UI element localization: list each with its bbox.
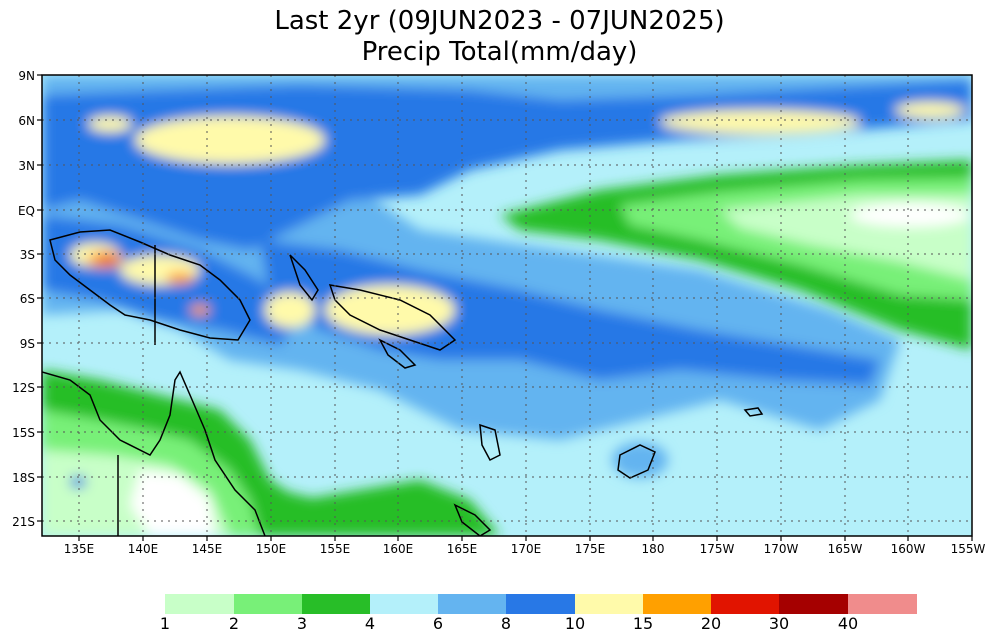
lon-label: 160W <box>891 542 926 556</box>
legend-label: 10 <box>564 614 586 633</box>
legend-swatch <box>506 594 575 614</box>
legend-label: 15 <box>632 614 654 633</box>
legend-label: 1 <box>159 614 171 633</box>
axis-ticks <box>37 74 973 541</box>
lon-label: 160E <box>383 542 414 556</box>
legend-swatch <box>234 594 302 614</box>
legend-swatch <box>643 594 711 614</box>
lon-label: 165W <box>828 542 863 556</box>
lat-label: 6S <box>20 292 35 306</box>
precip-field <box>42 75 972 536</box>
legend-swatch <box>165 594 234 614</box>
legend-label: 4 <box>364 614 376 633</box>
lon-label: 145E <box>192 542 223 556</box>
lon-label: 175W <box>700 542 735 556</box>
lat-label: 12S <box>12 381 35 395</box>
lat-label: 15S <box>12 426 35 440</box>
legend-swatch <box>848 594 917 614</box>
coastlines <box>42 229 764 536</box>
map-title: Last 2yr (09JUN2023 - 07JUN2025) <box>274 6 725 36</box>
lon-label: 165E <box>447 542 478 556</box>
legend-label: 20 <box>700 614 722 633</box>
map-subtitle: Precip Total(mm/day) <box>361 37 638 67</box>
legend-swatch <box>711 594 779 614</box>
legend-label: 3 <box>296 614 308 633</box>
lat-label: 9S <box>20 337 35 351</box>
lat-label: 3S <box>20 248 35 262</box>
lon-label: 140E <box>128 542 159 556</box>
legend-label: 8 <box>500 614 512 633</box>
lon-label: 170E <box>511 542 542 556</box>
legend-label: 40 <box>837 614 859 633</box>
lat-label: EQ <box>18 204 35 218</box>
lon-label: 155E <box>320 542 351 556</box>
lat-label: 3N <box>18 159 35 173</box>
lon-label: 175E <box>575 542 606 556</box>
legend-swatch <box>370 594 438 614</box>
lon-label: 155W <box>951 542 986 556</box>
legend-swatch <box>438 594 506 614</box>
lon-label: 170W <box>764 542 799 556</box>
legend-label: 30 <box>768 614 790 633</box>
lat-label: 21S <box>12 515 35 529</box>
lat-label: 9N <box>18 69 35 83</box>
legend-swatch <box>779 594 848 614</box>
graticule <box>42 75 972 536</box>
lat-label: 6N <box>18 114 35 128</box>
map-frame <box>41 74 973 537</box>
lon-label: 135E <box>64 542 95 556</box>
legend-swatch <box>575 594 643 614</box>
lon-label: 180 <box>642 542 665 556</box>
legend-label: 6 <box>432 614 444 633</box>
legend-swatch <box>302 594 370 614</box>
lat-label: 18S <box>12 471 35 485</box>
lon-label: 150E <box>256 542 287 556</box>
legend-label: 2 <box>228 614 240 633</box>
